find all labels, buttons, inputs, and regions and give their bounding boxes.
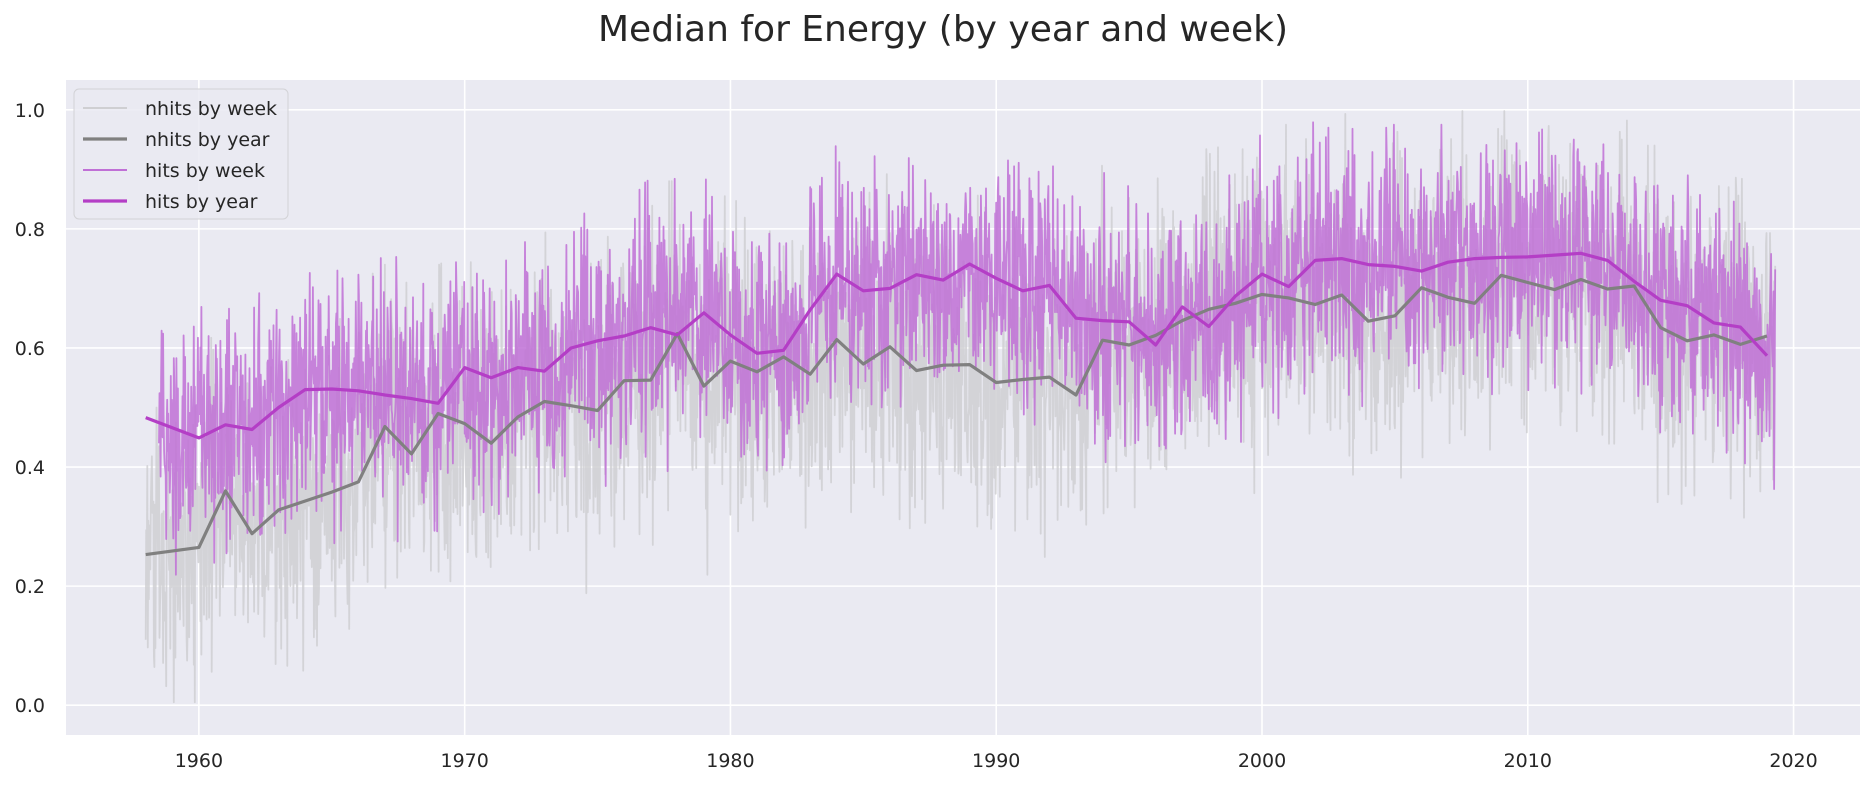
legend-label: nhits by year (145, 129, 270, 151)
legend-label: hits by week (145, 160, 265, 182)
y-tick-label: 0.4 (15, 457, 45, 479)
series-line-hits-by-year (145, 251, 1769, 440)
legend-label: hits by year (145, 191, 258, 213)
x-tick-label: 1970 (440, 750, 488, 772)
y-tick-label: 0.8 (15, 219, 45, 241)
legend-box (73, 88, 289, 220)
x-tick-label: 1960 (175, 750, 223, 772)
legend: nhits by week nhits by year hits by week hi… (73, 88, 289, 220)
x-tick-label: 2010 (1504, 750, 1552, 772)
series-layer (144, 110, 1777, 704)
chart-title: Median for Energy (by year and week) (598, 9, 1288, 50)
y-tick-label: 1.0 (15, 100, 45, 122)
y-tick-label: 0.0 (15, 695, 45, 717)
y-tick-label: 0.2 (15, 576, 45, 598)
x-tick-label: 2000 (1238, 750, 1286, 772)
series-line-nhits-by-year (145, 273, 1768, 557)
legend-label: nhits by week (145, 98, 277, 120)
x-axis: 1960 1970 1980 1990 2000 2010 2020 (175, 750, 1818, 772)
x-tick-label: 1990 (972, 750, 1020, 772)
y-tick-label: 0.6 (15, 338, 45, 360)
y-axis: 0.0 0.2 0.4 0.6 0.8 1.0 (15, 100, 45, 717)
x-tick-label: 1980 (706, 750, 754, 772)
x-tick-label: 2020 (1769, 750, 1817, 772)
